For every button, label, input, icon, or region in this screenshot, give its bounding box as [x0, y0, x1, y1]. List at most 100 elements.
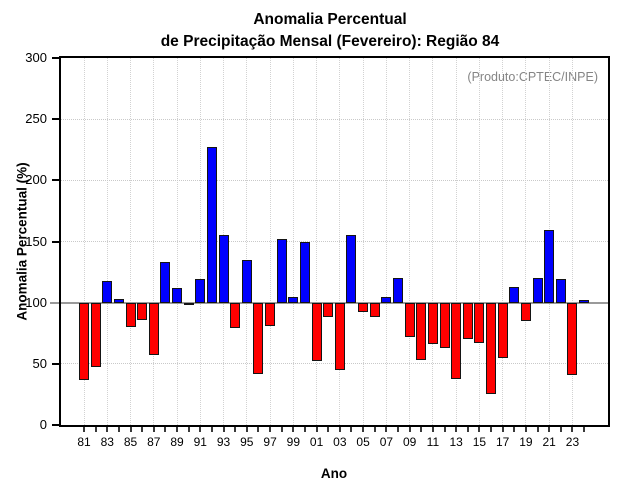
bar-1988 [160, 262, 171, 303]
x-axis-ticks [61, 427, 608, 447]
x-tick-label: 17 [495, 435, 510, 449]
bar-2019 [520, 302, 531, 321]
y-tick-label: 250 [25, 111, 47, 127]
bar-2006 [369, 302, 380, 318]
x-axis-label: Ano [320, 466, 348, 481]
bar-2012 [439, 302, 450, 348]
x-tick-label: 85 [123, 435, 138, 449]
x-tick-label: 87 [147, 435, 161, 449]
bar-1990 [183, 302, 194, 305]
x-tick-mark [129, 427, 132, 432]
x-tick-mark [350, 427, 353, 432]
x-tick-mark [385, 427, 388, 432]
y-tick-mark [52, 57, 59, 59]
x-tick-mark [199, 427, 202, 432]
x-tick-mark [303, 427, 306, 432]
bar-2015 [474, 302, 485, 344]
x-tick-label: 83 [100, 435, 114, 449]
bar-1994 [230, 302, 241, 329]
x-tick-mark [431, 427, 434, 432]
y-tick-label: 300 [25, 50, 47, 65]
x-tick-mark [420, 427, 423, 432]
bar-2016 [486, 302, 497, 395]
bar-2005 [358, 302, 369, 313]
chart-title: Anomalia Percentual de Precipitação Mens… [0, 9, 640, 53]
bar-2008 [393, 278, 403, 303]
x-tick-mark [501, 427, 504, 432]
x-tick-mark [292, 427, 295, 432]
chart-title-line1: Anomalia Percentual [253, 11, 407, 28]
bar-1986 [137, 302, 148, 320]
x-tick-mark [373, 427, 376, 432]
x-tick-label: 15 [472, 435, 487, 449]
bar-1993 [218, 235, 229, 303]
x-tick-mark [466, 427, 469, 432]
x-tick-mark [234, 427, 237, 432]
x-tick-label: 81 [77, 435, 91, 449]
x-tick-label: 11 [426, 435, 440, 449]
x-tick-mark [583, 427, 586, 432]
x-tick-label: 93 [216, 435, 231, 449]
x-axis-tick-labels: 81 83 85 87 89 91 93 95 97 99 01 03 05 07 09 11 13 15 17 19… [61, 435, 608, 455]
x-tick-mark [362, 427, 365, 432]
x-tick-mark [478, 427, 481, 432]
bar-1982 [90, 302, 101, 368]
y-axis-ticks: 0 50 100 150 200 250 300 [0, 0, 60, 500]
bar-1996 [253, 302, 264, 374]
bar-2020 [532, 278, 543, 303]
y-tick-label: 200 [25, 172, 47, 188]
y-tick-mark [52, 362, 59, 365]
bar-2004 [346, 235, 357, 303]
y-tick-mark [52, 179, 59, 182]
plot-area: (Produto:CPTEC/INPE) [59, 56, 610, 427]
x-tick-mark [187, 427, 190, 432]
x-tick-mark [490, 427, 493, 432]
x-tick-mark [455, 427, 458, 432]
bar-2013 [451, 302, 462, 379]
y-tick-label: 150 [25, 233, 47, 249]
y-tick-label: 50 [32, 355, 47, 371]
x-tick-mark [513, 427, 516, 432]
y-tick-mark [52, 424, 59, 426]
bar-2018 [509, 286, 520, 303]
bar-1997 [265, 302, 276, 326]
x-tick-label: 05 [356, 435, 370, 449]
bar-1991 [195, 279, 206, 303]
x-tick-mark [141, 427, 144, 432]
bar-2000 [299, 241, 310, 303]
x-tick-mark [524, 427, 527, 432]
bar-2023 [567, 302, 578, 375]
bar-2001 [311, 302, 322, 362]
bar-2024 [579, 300, 590, 303]
x-tick-label: 19 [519, 435, 533, 449]
x-tick-mark [408, 427, 411, 432]
bar-2021 [544, 230, 555, 303]
bar-1992 [206, 147, 217, 303]
x-tick-mark [152, 427, 155, 432]
bar-1981 [79, 302, 89, 380]
x-tick-label: 03 [333, 435, 347, 449]
x-tick-mark [210, 427, 213, 432]
x-tick-mark [106, 427, 109, 432]
x-tick-mark [548, 427, 551, 432]
x-tick-mark [315, 427, 318, 432]
x-tick-mark [571, 427, 574, 432]
bar-1998 [276, 239, 287, 303]
x-tick-label: 21 [542, 435, 556, 449]
horizontal-gridline [61, 179, 608, 181]
horizontal-gridline [61, 118, 608, 120]
bar-2022 [555, 279, 566, 303]
x-tick-label: 99 [286, 435, 300, 449]
x-tick-mark [327, 427, 330, 432]
x-tick-mark [536, 427, 539, 432]
x-tick-mark [176, 427, 179, 432]
x-tick-mark [164, 427, 167, 432]
y-tick-label: 100 [25, 294, 47, 310]
y-tick-mark [52, 118, 59, 121]
bar-1999 [288, 296, 299, 303]
x-tick-label: 97 [263, 435, 277, 449]
bar-2009 [404, 302, 415, 337]
x-tick-label: 89 [170, 435, 184, 449]
x-tick-label: 13 [449, 435, 463, 449]
bar-2003 [334, 302, 345, 370]
